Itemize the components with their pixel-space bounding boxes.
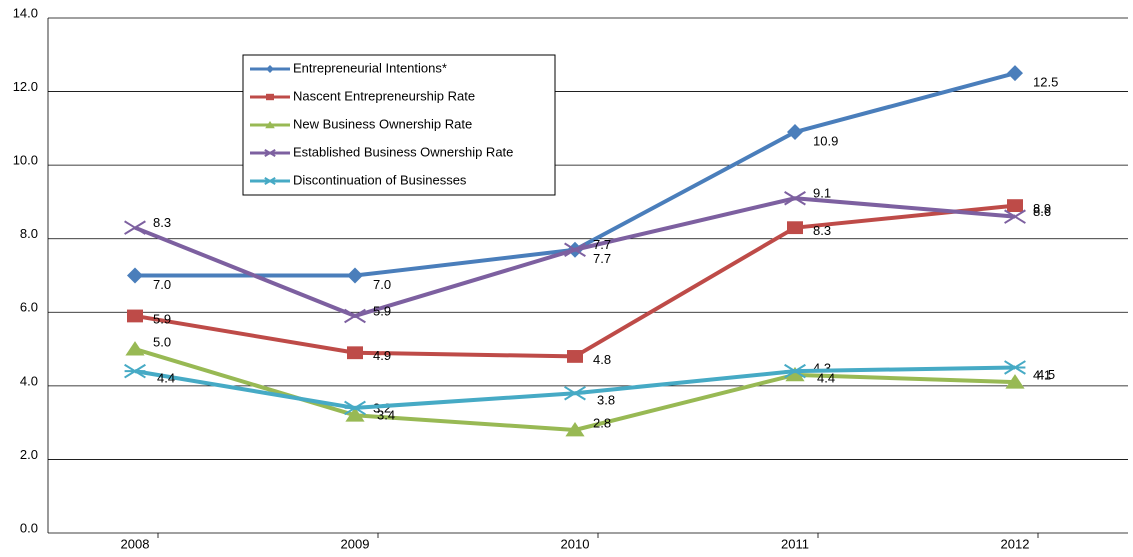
legend-marker <box>266 65 274 73</box>
y-tick-label: 8.0 <box>20 226 38 241</box>
data-point <box>344 308 366 324</box>
legend-marker <box>265 121 275 129</box>
y-tick-label: 0.0 <box>20 520 38 535</box>
data-point <box>787 221 803 235</box>
y-tick-label: 12.0 <box>13 79 38 94</box>
data-label: 4.4 <box>817 371 835 386</box>
data-point <box>345 407 365 422</box>
data-point <box>347 267 363 284</box>
legend-label: Discontinuation of Businesses <box>293 172 467 187</box>
legend-label: New Business Ownership Rate <box>293 116 472 131</box>
data-point <box>127 309 143 323</box>
data-point <box>784 363 806 379</box>
data-point <box>564 385 586 401</box>
data-point <box>784 190 806 206</box>
data-label: 4.8 <box>593 352 611 367</box>
data-point <box>1004 360 1026 375</box>
y-tick-label: 10.0 <box>13 153 38 168</box>
data-point <box>1005 374 1025 389</box>
legend-label: Established Business Ownership Rate <box>293 144 513 159</box>
data-label: 7.0 <box>153 277 171 292</box>
data-point <box>1007 65 1023 82</box>
y-tick-label: 4.0 <box>20 373 38 388</box>
data-point <box>567 350 583 363</box>
y-tick-label: 6.0 <box>20 300 38 315</box>
data-point <box>347 346 363 360</box>
data-point <box>125 341 145 356</box>
data-label: 12.5 <box>1033 75 1058 90</box>
data-label: 5.9 <box>153 311 171 326</box>
y-tick-label: 2.0 <box>20 447 38 462</box>
legend-marker <box>264 176 276 186</box>
x-tick-label: 2009 <box>341 536 370 551</box>
data-point <box>1004 209 1026 224</box>
data-label: 8.6 <box>1033 204 1051 219</box>
legend-marker <box>266 93 274 101</box>
legend-box <box>242 54 556 196</box>
x-tick-label: 2010 <box>561 536 590 551</box>
data-point <box>565 422 585 437</box>
x-tick-label: 2008 <box>121 536 150 551</box>
data-label: 4.1 <box>1033 368 1051 383</box>
data-point <box>344 400 366 416</box>
legend-label: Entrepreneurial Intentions* <box>293 60 447 75</box>
data-label: 10.9 <box>813 133 838 148</box>
data-label: 7.7 <box>593 237 611 252</box>
data-label: 7.0 <box>373 277 391 292</box>
data-point <box>785 366 805 382</box>
data-label: 8.9 <box>1033 201 1051 216</box>
data-point <box>787 124 803 141</box>
data-point <box>1007 199 1023 213</box>
data-label: 4.5 <box>1037 367 1055 382</box>
data-point <box>124 220 146 235</box>
data-label: 9.1 <box>813 186 831 201</box>
data-label: 7.7 <box>593 251 611 266</box>
data-label: 8.3 <box>153 215 171 230</box>
data-label: 4.9 <box>373 348 391 363</box>
data-point <box>127 267 143 284</box>
data-label: 5.9 <box>373 303 391 318</box>
data-label: 3.4 <box>377 407 395 422</box>
y-tick-label: 14.0 <box>13 5 38 20</box>
data-label: 5.0 <box>153 335 171 350</box>
legend-marker <box>264 148 276 158</box>
x-tick-label: 2011 <box>781 536 809 551</box>
data-label: 8.3 <box>813 223 831 238</box>
data-point <box>124 363 146 379</box>
data-label: 3.8 <box>597 393 615 408</box>
data-label: 2.8 <box>593 415 611 430</box>
legend-label: Nascent Entrepreneurship Rate <box>293 88 475 103</box>
data-label: 4.4 <box>157 371 175 386</box>
x-tick-label: 2012 <box>1001 536 1030 551</box>
data-point <box>564 242 586 258</box>
